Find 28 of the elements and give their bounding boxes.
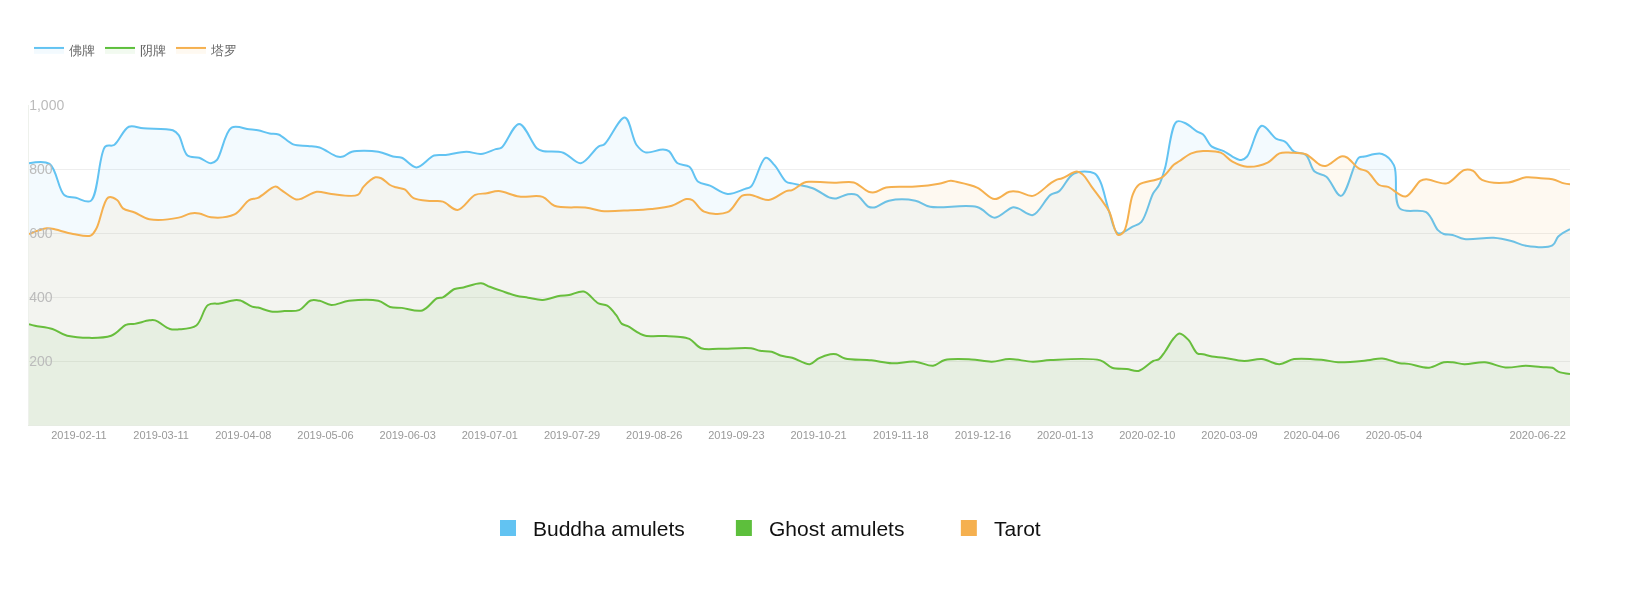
x-tick-label: 2019-03-11 xyxy=(133,429,189,442)
y-tick-label: 400 xyxy=(29,288,53,305)
x-tick-label: 2020-03-09 xyxy=(1201,429,1258,442)
x-tick-label: 2019-12-16 xyxy=(954,429,1012,442)
x-tick-label: 2019-08-26 xyxy=(626,429,683,442)
x-tick-label: 2019-07-29 xyxy=(543,429,601,442)
x-tick-label: 2019-10-21 xyxy=(790,429,847,442)
x-tick-label: 2019-11-18 xyxy=(873,429,929,442)
y-tick-label: 800 xyxy=(29,160,53,177)
legend-label: 阴牌 xyxy=(140,43,166,59)
x-tick-label: 2019-06-03 xyxy=(379,429,436,442)
x-tick-label: 2019-07-01 xyxy=(461,429,518,442)
x-tick-label: 2019-09-23 xyxy=(708,429,765,442)
text: Tarot xyxy=(994,517,1041,540)
y-tick-label: 1,000 xyxy=(29,96,65,113)
x-tick-label: 2019-04-08 xyxy=(215,429,272,442)
x-tick-label: 2019-02-11 xyxy=(51,429,107,442)
text: Ghost amulets xyxy=(769,517,905,540)
y-tick-label: 600 xyxy=(29,224,53,241)
x-tick-label: 2020-06-22 xyxy=(1509,429,1566,442)
x-tick-label: 2020-04-06 xyxy=(1283,429,1340,442)
x-tick-label: 2019-05-06 xyxy=(297,429,354,442)
legend-label: 塔罗 xyxy=(210,43,237,59)
x-tick-label: 2020-05-04 xyxy=(1365,429,1423,442)
legend-label: 佛牌 xyxy=(69,43,95,59)
text: Buddha amulets xyxy=(533,517,685,540)
x-tick-label: 2020-02-10 xyxy=(1119,429,1176,442)
x-tick-label: 2020-01-13 xyxy=(1037,429,1094,442)
